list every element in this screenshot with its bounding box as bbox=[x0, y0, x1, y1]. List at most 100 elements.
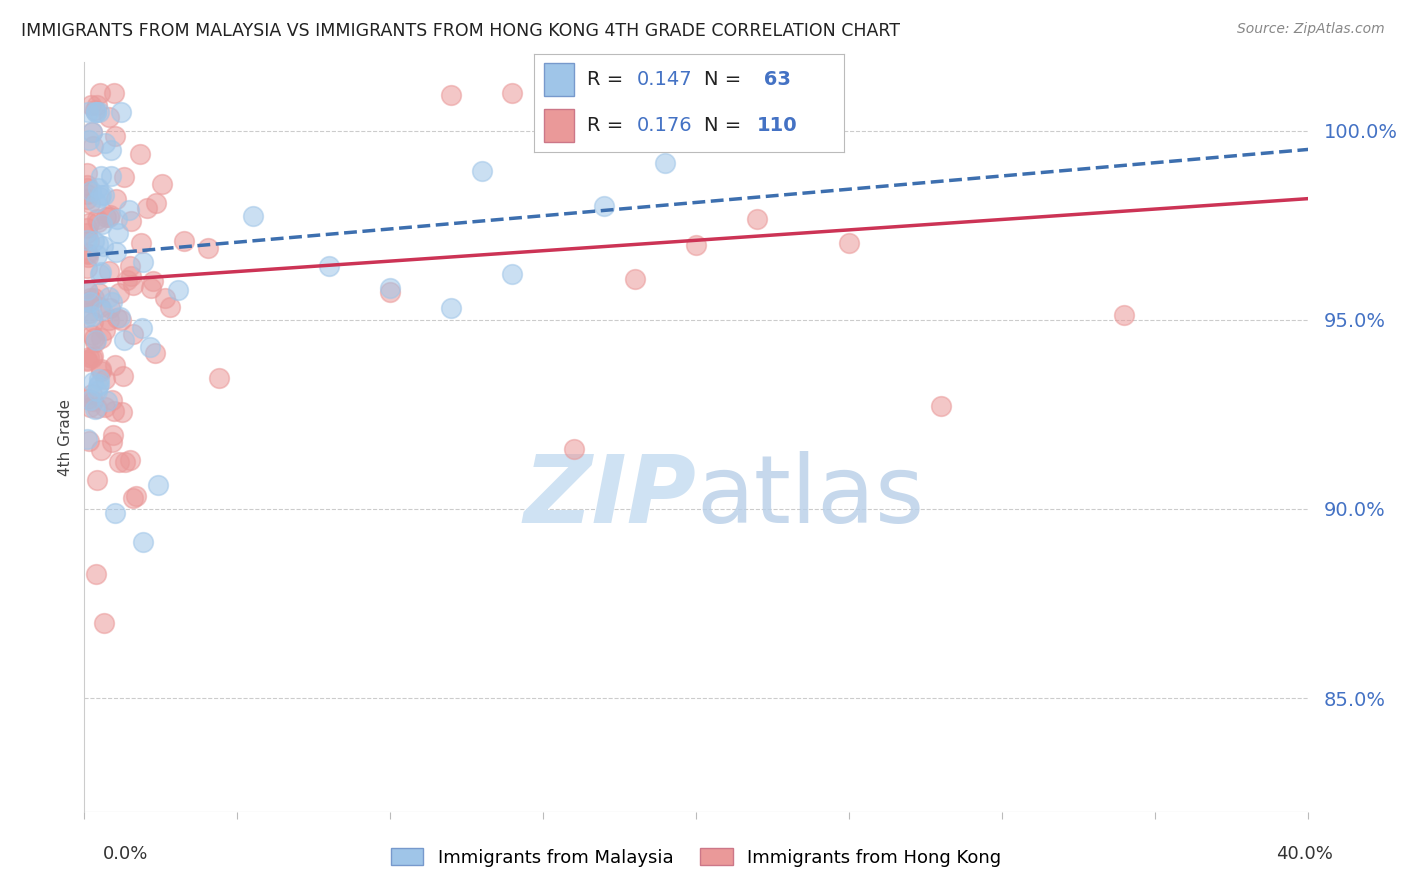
Point bbox=[83, 335, 105, 350]
Point bbox=[104, 507, 127, 521]
Point bbox=[80, 125, 103, 139]
Point bbox=[115, 273, 138, 287]
Point bbox=[150, 177, 173, 191]
Point bbox=[103, 428, 125, 442]
Point bbox=[145, 196, 167, 211]
Point bbox=[98, 301, 121, 315]
Point bbox=[76, 166, 98, 180]
Point bbox=[76, 283, 98, 297]
Point bbox=[593, 198, 616, 212]
Bar bbox=[544, 63, 575, 95]
Point bbox=[100, 143, 122, 157]
Point bbox=[502, 267, 524, 281]
Point bbox=[101, 435, 124, 450]
Point bbox=[135, 201, 157, 215]
Point bbox=[76, 226, 98, 240]
Point bbox=[80, 328, 103, 343]
Point bbox=[98, 208, 121, 222]
Point bbox=[91, 303, 114, 318]
Point bbox=[84, 333, 107, 347]
Point bbox=[440, 301, 463, 315]
Point bbox=[77, 133, 100, 147]
Point bbox=[654, 155, 676, 169]
Point bbox=[90, 442, 112, 457]
Point bbox=[98, 210, 121, 224]
Y-axis label: 4th Grade: 4th Grade bbox=[58, 399, 73, 475]
Point bbox=[118, 260, 141, 274]
Point bbox=[125, 489, 148, 503]
Point bbox=[120, 268, 142, 283]
Point bbox=[82, 139, 104, 153]
Point bbox=[929, 399, 952, 413]
Point bbox=[76, 354, 98, 368]
Point bbox=[89, 86, 111, 100]
Point bbox=[89, 300, 111, 314]
Point bbox=[380, 281, 402, 295]
Text: 0.176: 0.176 bbox=[637, 116, 692, 136]
Point bbox=[98, 313, 121, 327]
Point bbox=[112, 170, 135, 185]
Point bbox=[100, 169, 122, 183]
Point bbox=[76, 283, 98, 297]
Point bbox=[79, 350, 101, 364]
Point bbox=[131, 321, 153, 335]
Point bbox=[93, 400, 115, 414]
Point bbox=[96, 393, 118, 408]
Point bbox=[94, 372, 117, 386]
Point bbox=[96, 210, 118, 224]
Point bbox=[108, 455, 131, 469]
Point bbox=[80, 97, 103, 112]
Point bbox=[90, 331, 112, 345]
Point bbox=[77, 306, 100, 320]
Point bbox=[80, 387, 103, 401]
Point bbox=[86, 97, 108, 112]
Point bbox=[84, 401, 107, 416]
Point bbox=[89, 372, 111, 386]
Point bbox=[87, 181, 110, 195]
Point bbox=[87, 236, 110, 251]
Point bbox=[143, 346, 166, 360]
Text: R =: R = bbox=[586, 70, 630, 89]
Point bbox=[111, 405, 134, 419]
Point bbox=[112, 333, 135, 347]
Point bbox=[197, 241, 219, 255]
Text: IMMIGRANTS FROM MALAYSIA VS IMMIGRANTS FROM HONG KONG 4TH GRADE CORRELATION CHAR: IMMIGRANTS FROM MALAYSIA VS IMMIGRANTS F… bbox=[21, 22, 900, 40]
Point bbox=[84, 104, 107, 119]
Point bbox=[79, 196, 101, 211]
Point bbox=[103, 404, 125, 418]
Point bbox=[122, 326, 145, 341]
Point bbox=[120, 214, 142, 228]
Point bbox=[153, 291, 176, 305]
Point bbox=[440, 88, 463, 103]
Point bbox=[89, 285, 111, 300]
Point bbox=[90, 169, 112, 183]
Point bbox=[84, 104, 107, 119]
Point bbox=[142, 274, 165, 288]
Text: 110: 110 bbox=[756, 116, 797, 136]
Point bbox=[87, 376, 110, 391]
Point bbox=[90, 265, 112, 279]
Point bbox=[685, 238, 707, 252]
Point bbox=[79, 291, 101, 305]
Point bbox=[93, 187, 115, 202]
Point bbox=[76, 186, 98, 201]
Point bbox=[173, 235, 195, 249]
Point bbox=[83, 291, 105, 305]
Point bbox=[208, 370, 231, 384]
Point bbox=[121, 277, 143, 292]
Point bbox=[128, 147, 150, 161]
Point bbox=[118, 203, 141, 218]
Point bbox=[76, 233, 98, 247]
Point bbox=[471, 164, 494, 178]
Point bbox=[624, 272, 647, 286]
Point bbox=[105, 192, 128, 206]
Point bbox=[84, 103, 107, 117]
Point bbox=[318, 259, 340, 273]
Point bbox=[77, 294, 100, 309]
Point bbox=[86, 211, 108, 226]
Text: 0.147: 0.147 bbox=[637, 70, 692, 89]
Point bbox=[118, 452, 141, 467]
Point bbox=[114, 455, 136, 469]
Point bbox=[80, 184, 103, 198]
Point bbox=[139, 340, 162, 354]
